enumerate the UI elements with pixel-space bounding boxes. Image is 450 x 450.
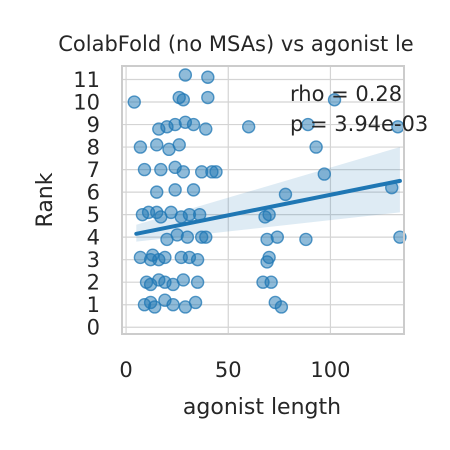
- y-tick-label-10: 10: [73, 91, 100, 115]
- data-point-30: [168, 183, 182, 197]
- y-tick-label-5: 5: [87, 203, 100, 227]
- data-point-71: [264, 275, 278, 289]
- data-point-20: [309, 140, 323, 154]
- regression-line-layer: [134, 178, 402, 236]
- data-point-27: [209, 165, 223, 179]
- data-point-29: [150, 185, 164, 199]
- regression-line: [134, 178, 402, 236]
- data-point-31: [186, 183, 201, 197]
- y-tick-label-4: 4: [87, 226, 100, 250]
- data-point-69: [190, 275, 205, 289]
- y-tick-label-6: 6: [87, 181, 100, 205]
- y-tick-label-2: 2: [87, 271, 100, 295]
- data-point-56: [158, 250, 172, 265]
- data-point-13: [241, 120, 256, 134]
- y-tick-label-9: 9: [87, 113, 100, 137]
- data-point-6: [327, 93, 342, 107]
- y-axis-label: Rank: [33, 172, 58, 227]
- x-axis-label: agonist length: [183, 395, 341, 420]
- data-point-2: [127, 95, 141, 109]
- data-point-16: [133, 140, 148, 154]
- data-point-0: [178, 68, 193, 82]
- data-point-9: [152, 122, 166, 136]
- data-point-51: [299, 232, 313, 247]
- plot-frame: [121, 65, 405, 335]
- data-point-22: [154, 162, 168, 177]
- data-point-74: [147, 300, 162, 314]
- x-tick-labels: 0 50 100: [119, 358, 350, 382]
- data-point-57: [143, 252, 158, 267]
- data-point-24: [176, 165, 191, 179]
- data-point-11: [186, 117, 201, 132]
- data-point-5: [201, 90, 215, 105]
- x-tick-label-0: 0: [119, 358, 132, 382]
- y-tick-label-1: 1: [87, 293, 100, 317]
- data-point-80: [274, 300, 289, 314]
- y-tick-label-8: 8: [87, 136, 100, 160]
- data-point-4: [172, 90, 186, 105]
- data-point-28: [317, 167, 332, 181]
- data-point-1: [201, 70, 215, 84]
- data-point-62: [260, 255, 274, 269]
- rho-annotation: rho = 0.28: [290, 82, 402, 106]
- data-point-46: [180, 230, 195, 244]
- data-point-43: [262, 207, 276, 222]
- data-point-12: [199, 122, 213, 136]
- data-point-68: [176, 273, 191, 287]
- chart-title: ColabFold (no MSAs) vs agonist le: [58, 32, 413, 56]
- p-value-annotation: p = 3.94e-03: [290, 112, 428, 136]
- x-tick-label-1: 50: [215, 358, 242, 382]
- data-point-32: [278, 187, 293, 202]
- x-tick-label-2: 100: [310, 358, 350, 382]
- data-point-14: [301, 117, 315, 132]
- data-point-17: [150, 138, 164, 152]
- y-tick-label-7: 7: [87, 158, 100, 182]
- y-tick-label-3: 3: [87, 248, 100, 272]
- data-point-21: [137, 162, 152, 177]
- data-point-78: [188, 295, 203, 310]
- data-point-60: [190, 252, 205, 267]
- y-tick-label-11: 11: [73, 68, 100, 92]
- points-layer: [127, 68, 407, 314]
- data-point-50: [270, 230, 285, 244]
- data-point-76: [166, 298, 180, 312]
- data-point-48: [199, 230, 213, 244]
- y-tick-label-0: 0: [87, 316, 100, 340]
- data-point-19: [172, 138, 186, 152]
- data-point-52: [393, 230, 407, 244]
